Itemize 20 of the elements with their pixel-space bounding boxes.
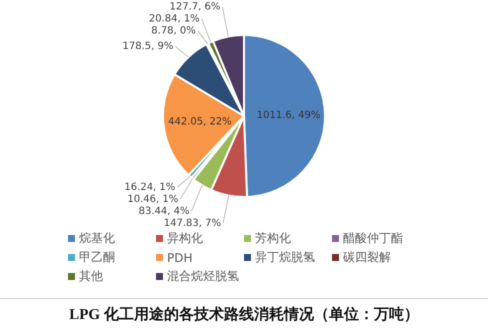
- legend-label: 烷基化: [79, 230, 115, 247]
- legend-label: 混合烷烃脱氢: [167, 268, 239, 285]
- data-label: 83.44, 4%: [138, 206, 190, 217]
- legend-label: 碳四裂解: [343, 249, 391, 266]
- data-label: 178.5, 9%: [122, 41, 174, 52]
- data-label: 1011.6, 49%: [256, 110, 320, 121]
- data-label: 20.84, 1%: [148, 13, 200, 24]
- data-label: 8.78, 0%: [151, 25, 196, 36]
- legend-label: 甲乙酮: [79, 249, 115, 266]
- data-label: 16.24, 1%: [124, 182, 176, 193]
- legend-label: 其他: [79, 268, 103, 285]
- legend-label: 醋酸仲丁酯: [343, 230, 403, 247]
- data-label: 147.83, 7%: [164, 218, 221, 229]
- legend-label: 异丁烷脱氢: [255, 249, 315, 266]
- text: LPG 化工用途的各技术路线消耗情况（单位：万吨）: [0, 298, 488, 324]
- data-label: 127.7, 6%: [170, 1, 220, 12]
- legend-label: PDH: [167, 250, 192, 264]
- legend-label: 芳构化: [255, 230, 291, 247]
- legend-label: 异构化: [167, 230, 203, 247]
- data-label: 10.46, 1%: [127, 194, 178, 205]
